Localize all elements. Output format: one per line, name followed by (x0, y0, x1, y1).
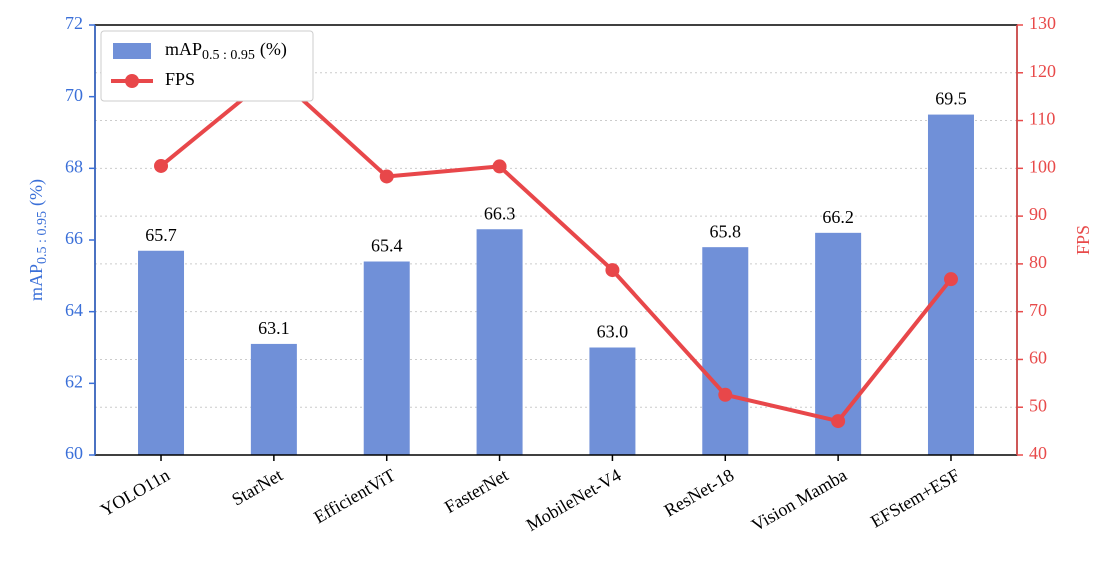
bar (476, 229, 523, 455)
value-label: 63.1 (258, 318, 290, 338)
value-label: 69.5 (935, 89, 967, 109)
point (831, 414, 846, 429)
y-tick-label: 66 (65, 228, 83, 248)
y-tick-label: 70 (65, 85, 83, 105)
bar (702, 247, 749, 455)
x-tick-label: StarNet (228, 465, 286, 510)
y-axis-label-suffix: (%) (26, 179, 47, 206)
y-tick-label: 64 (65, 300, 83, 320)
x-tick-label: FasterNet (441, 465, 512, 517)
point (943, 272, 958, 287)
legend-label: FPS (165, 69, 195, 89)
bar (589, 347, 636, 455)
x-tick-label: ResNet-18 (661, 465, 738, 521)
bar (363, 261, 410, 455)
legend-box (100, 30, 314, 102)
y2-tick-label: 130 (1029, 13, 1056, 33)
y-axis-label: mAP0.5 : 0.95 (%) (26, 179, 50, 301)
point (605, 263, 620, 278)
x-tick-label: Vision Mamba (748, 465, 850, 536)
y-tick-label: 68 (65, 156, 83, 176)
y-tick-label: 60 (65, 443, 83, 463)
value-label: 66.3 (484, 203, 516, 223)
legend-label-suffix: (%) (260, 39, 287, 60)
x-tick-label: YOLO11n (97, 465, 173, 520)
y2-axis-label: FPS (1073, 225, 1093, 255)
y2-tick-label: 50 (1029, 395, 1047, 415)
value-label: 65.8 (710, 221, 742, 241)
value-label: 65.4 (371, 236, 403, 256)
y-axis-label-sub: 0.5 : 0.95 (35, 211, 50, 264)
legend-marker (125, 74, 139, 88)
x-tick-label: EFStem+ESF (867, 465, 963, 532)
y2-tick-label: 80 (1029, 252, 1047, 272)
y-tick-label: 62 (65, 371, 83, 391)
bar (250, 343, 297, 455)
legend-swatch (113, 43, 151, 59)
bar (138, 250, 185, 455)
legend-label-sub: 0.5 : 0.95 (202, 48, 255, 63)
y2-tick-label: 90 (1029, 204, 1047, 224)
legend-label-main: mAP (165, 39, 202, 59)
x-tick-label: MobileNet-V4 (523, 465, 625, 535)
y2-tick-label: 70 (1029, 300, 1047, 320)
y2-tick-label: 100 (1029, 156, 1056, 176)
value-label: 66.2 (822, 207, 854, 227)
legend-label: mAP0.5 : 0.95 (%) (165, 39, 287, 63)
y2-tick-label: 110 (1029, 109, 1055, 129)
y-axis-label-main: mAP (26, 264, 46, 301)
point (154, 158, 169, 173)
y2-tick-label: 120 (1029, 61, 1056, 81)
x-tick-label: EfficientViT (310, 465, 398, 528)
point (492, 159, 507, 174)
y-tick-label: 72 (65, 13, 83, 33)
point (379, 169, 394, 184)
value-label: 63.0 (597, 322, 629, 342)
y2-tick-label: 40 (1029, 443, 1047, 463)
point (718, 387, 733, 402)
value-label: 65.7 (145, 225, 177, 245)
y2-tick-label: 60 (1029, 348, 1047, 368)
